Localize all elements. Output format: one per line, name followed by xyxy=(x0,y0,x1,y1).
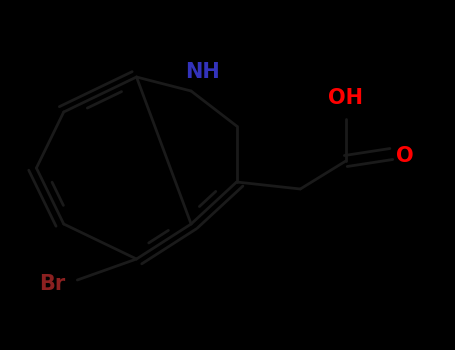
Text: Br: Br xyxy=(39,273,66,294)
Text: OH: OH xyxy=(329,88,363,108)
Text: NH: NH xyxy=(185,62,220,82)
Text: O: O xyxy=(396,146,414,166)
